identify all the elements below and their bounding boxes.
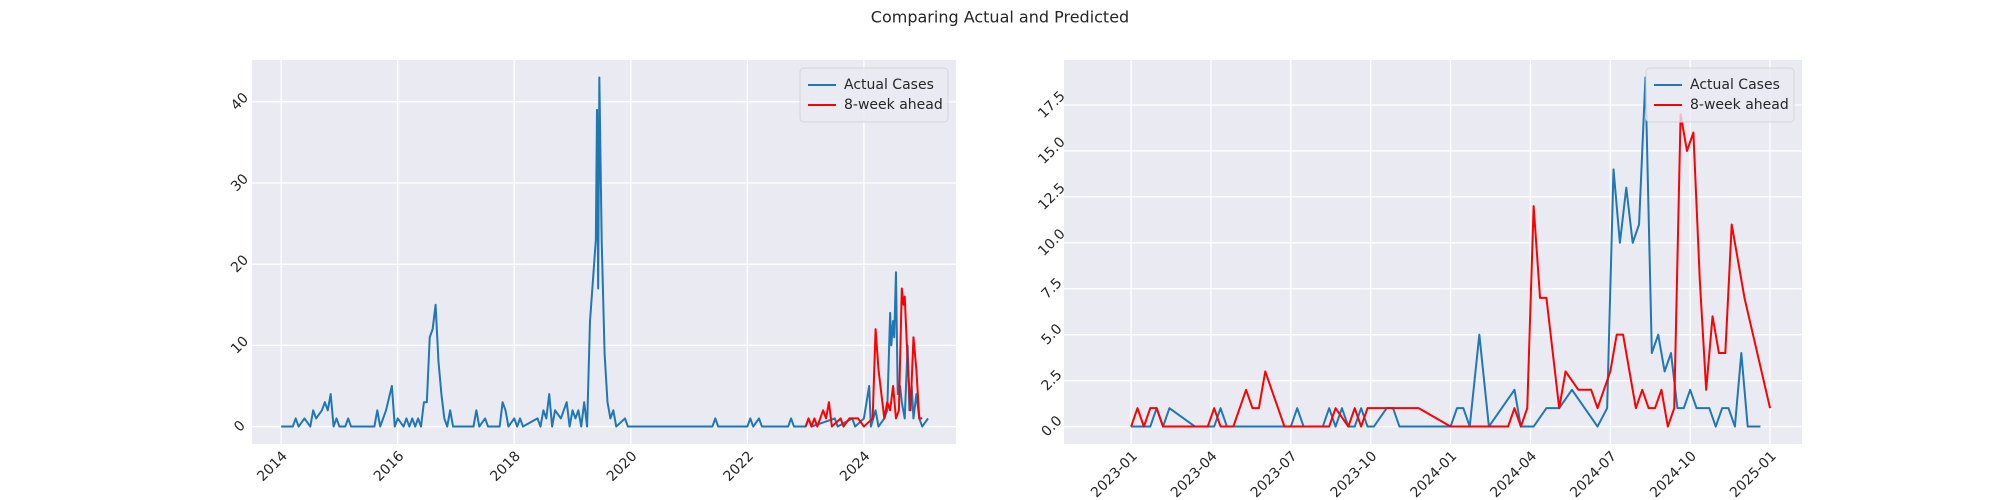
y-tick-label: 40 xyxy=(228,90,252,114)
x-tick-label: 2023-04 xyxy=(1168,448,1221,500)
x-tick-label: 2022 xyxy=(721,448,758,485)
y-tick-label: 0 xyxy=(231,418,249,436)
y-tick-label: 5.0 xyxy=(1038,321,1065,348)
y-tick-label: 2.5 xyxy=(1038,367,1065,394)
y-tick-label: 7.5 xyxy=(1038,275,1065,302)
legend-box xyxy=(1645,67,1795,123)
x-tick-label: 2024-01 xyxy=(1408,448,1461,500)
series-line xyxy=(281,76,929,428)
figure-title: Comparing Actual and Predicted xyxy=(871,8,1129,27)
series-line xyxy=(1131,76,1761,428)
y-tick-label: 17.5 xyxy=(1035,88,1068,121)
y-tick-label: 10.0 xyxy=(1035,226,1068,259)
x-tick-label: 2018 xyxy=(487,448,524,485)
legend-box xyxy=(799,67,949,123)
plot-area xyxy=(252,60,956,444)
legend-label: 8-week ahead xyxy=(1690,97,1789,113)
x-tick-label: 2020 xyxy=(604,448,641,485)
x-tick-label: 2024-07 xyxy=(1567,448,1620,500)
y-tick-label: 10 xyxy=(228,333,252,357)
legend-label: 8-week ahead xyxy=(844,97,943,113)
y-tick-label: 20 xyxy=(228,252,252,276)
y-tick-label: 30 xyxy=(228,171,252,195)
x-tick-label: 2025-01 xyxy=(1727,448,1780,500)
x-tick-label: 2024-10 xyxy=(1647,448,1700,500)
series-line xyxy=(804,287,923,428)
series-line xyxy=(1130,113,1772,428)
x-tick-label: 2023-07 xyxy=(1248,448,1301,500)
x-tick-label: 2023-01 xyxy=(1088,448,1141,500)
x-tick-label: 2023-10 xyxy=(1328,448,1381,500)
x-tick-label: 2024-04 xyxy=(1487,448,1540,500)
legend-label: Actual Cases xyxy=(844,77,934,93)
x-tick-label: 2014 xyxy=(254,448,291,485)
x-tick-label: 2024 xyxy=(837,448,874,485)
y-tick-label: 0.0 xyxy=(1038,413,1065,440)
x-tick-label: 2016 xyxy=(371,448,408,485)
y-tick-label: 12.5 xyxy=(1035,180,1068,213)
y-tick-label: 15.0 xyxy=(1035,134,1068,167)
legend-label: Actual Cases xyxy=(1690,77,1780,93)
